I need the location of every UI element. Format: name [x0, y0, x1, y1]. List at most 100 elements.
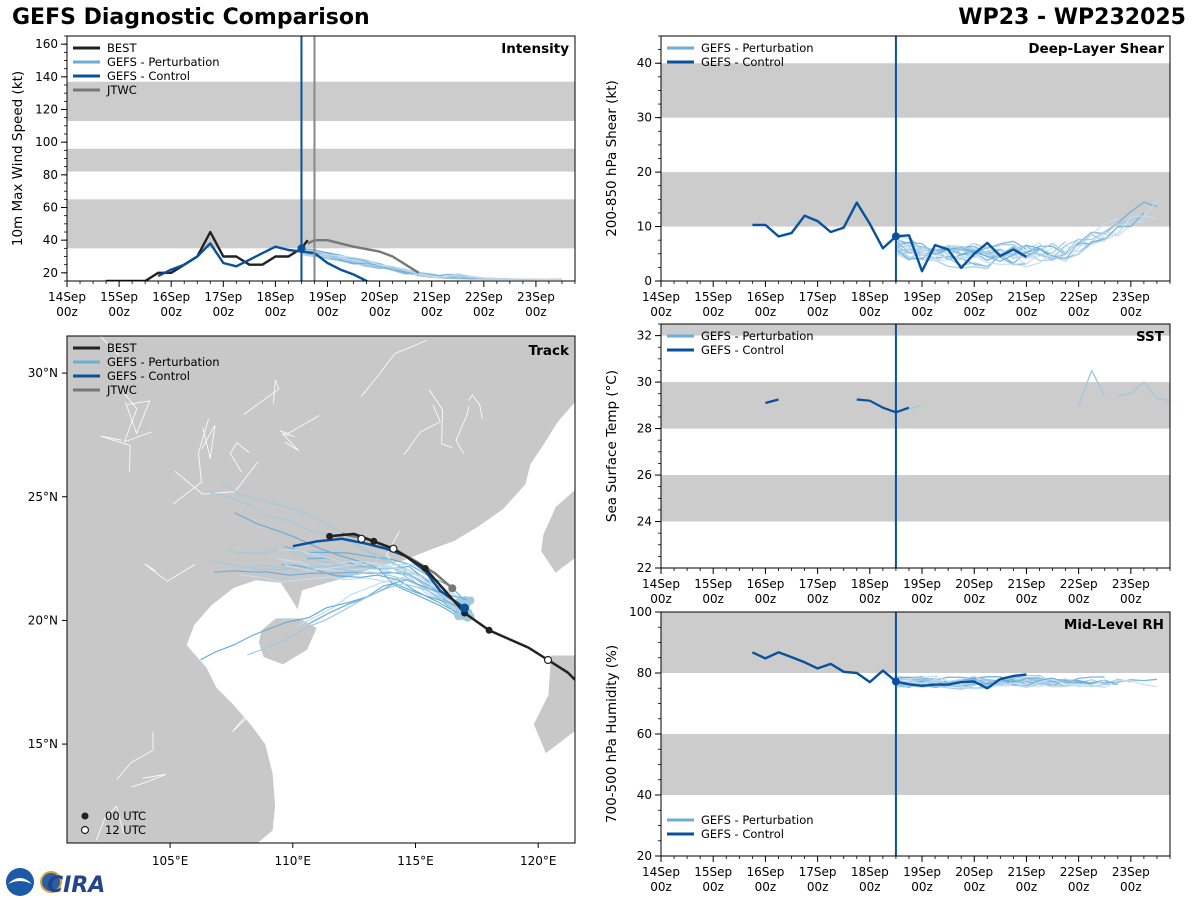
track-best-00utc-marker	[326, 532, 334, 540]
intensity-x-tick-sublabel: 00z	[108, 305, 130, 319]
intensity-x-tick-sublabel: 00z	[525, 305, 547, 319]
mainland-landmass	[67, 336, 575, 843]
admin-boundary	[232, 704, 261, 733]
admin-boundary	[123, 392, 153, 443]
shear-band-1	[661, 63, 1170, 118]
admin-boundary	[229, 442, 250, 473]
admin-boundary	[174, 462, 258, 495]
admin-boundary	[314, 726, 360, 765]
track-best-12utc-marker	[543, 655, 553, 665]
admin-boundary	[455, 406, 470, 454]
intensity-panel: 20 40 60 80 100 120 140 160 10m Max Wind Speed (…	[10, 35, 576, 319]
sst-panel-title: SST	[1136, 329, 1165, 345]
rh-perturbation-line	[895, 678, 1105, 690]
intensity-x-tick-label: 18Sep	[256, 290, 294, 304]
admin-boundary	[201, 425, 216, 459]
sst-x-tick-sublabel: 00z	[963, 592, 985, 606]
shear-y-tick-label: 10	[637, 220, 652, 234]
admin-boundary	[124, 400, 151, 435]
track-perturbation-line	[200, 582, 460, 661]
shear-x-tick-label: 16Sep	[746, 290, 784, 304]
rh-x-tick-label: 16Sep	[746, 865, 784, 879]
shear-x-tick-label: 18Sep	[851, 290, 889, 304]
rh-init-marker	[891, 677, 900, 686]
rh-legend-label: GEFS - Control	[701, 827, 784, 841]
intensity-x-tick-sublabel: 00z	[265, 305, 287, 319]
intensity-band-1	[67, 148, 575, 172]
shear-perturbation-line	[895, 214, 1145, 268]
track-control-init-marker	[460, 603, 470, 613]
sst-band-0	[661, 475, 1170, 522]
intensity-init-marker	[297, 244, 306, 253]
admin-boundary	[360, 340, 427, 397]
cira-logo-text: CIRA	[47, 873, 105, 898]
intensity-x-tick-label: 21Sep	[413, 290, 451, 304]
shear-x-tick-sublabel: 00z	[650, 305, 672, 319]
shear-x-tick-sublabel: 00z	[1016, 305, 1038, 319]
rh-x-tick-label: 17Sep	[799, 865, 837, 879]
rh-y-tick-label: 60	[637, 727, 652, 741]
logo-strip: CIRA	[6, 868, 105, 898]
track-y-tick-label: 15°N	[28, 737, 58, 751]
shear-perturbation-line	[895, 215, 1158, 268]
admin-boundary	[279, 415, 320, 438]
rh-x-tick-sublabel: 00z	[755, 880, 777, 894]
track-marker-legend-12utc	[80, 825, 90, 835]
track-perturbation-line	[247, 582, 462, 656]
intensity-x-tick-sublabel: 00z	[473, 305, 495, 319]
rh-x-tick-sublabel: 00z	[859, 880, 881, 894]
rh-x-tick-sublabel: 00z	[807, 880, 829, 894]
track-legend-label: GEFS - Control	[107, 369, 190, 383]
track-x-tick-label: 105°E	[152, 854, 189, 868]
rh-y-axis-label: 700-500 hPa Humidity (%)	[604, 645, 620, 823]
shear-x-tick-sublabel: 00z	[1120, 305, 1142, 319]
rh-y-tick-label: 20	[637, 849, 652, 863]
storm-id-title: WP23 - WP232025	[958, 5, 1186, 30]
sst-x-tick-sublabel: 00z	[807, 592, 829, 606]
intensity-x-tick-label: 17Sep	[204, 290, 242, 304]
sst-band-2	[661, 324, 1170, 336]
intensity-legend-label: BEST	[107, 41, 137, 55]
figure-title: GEFS Diagnostic Comparison	[12, 5, 370, 30]
intensity-x-tick-label: 16Sep	[152, 290, 190, 304]
intensity-legend-label: JTWC	[106, 83, 137, 97]
track-perturbation-line	[227, 548, 461, 607]
rh-x-tick-sublabel: 00z	[702, 880, 724, 894]
sst-x-tick-sublabel: 00z	[859, 592, 881, 606]
sst-plot-area	[765, 369, 1170, 414]
intensity-perturbation-line	[301, 250, 549, 280]
intensity-x-tick-sublabel: 00z	[213, 305, 235, 319]
sst-x-tick-label: 15Sep	[694, 577, 732, 591]
sst-x-tick-label: 21Sep	[1007, 577, 1045, 591]
shear-y-tick-label: 30	[637, 111, 652, 125]
shear-series-gefs-control	[752, 201, 1028, 273]
rh-legend-label: GEFS - Perturbation	[701, 813, 814, 827]
admin-boundary	[131, 773, 167, 788]
noaa-logo-icon	[6, 868, 34, 896]
sst-x-tick-label: 23Sep	[1112, 577, 1150, 591]
sst-legend-label: GEFS - Perturbation	[701, 329, 814, 343]
rh-band-0	[661, 734, 1170, 795]
shear-perturbation-line	[895, 246, 1001, 270]
track-best-00utc-marker	[421, 564, 429, 572]
rh-panel: 20 40 60 80 100 700-500 hPa Humidity (%) 14Sep…	[604, 605, 1171, 894]
shear-x-tick-label: 23Sep	[1112, 290, 1150, 304]
intensity-x-tick-sublabel: 00z	[421, 305, 443, 319]
admin-boundary	[403, 404, 441, 456]
track-x-tick-label: 115°E	[397, 854, 434, 868]
shear-legend-label: GEFS - Control	[701, 55, 784, 69]
rh-x-tick-sublabel: 00z	[1068, 880, 1090, 894]
track-jtwc-marker	[448, 584, 457, 593]
sst-series-gefs-perturbation-seg-3	[1117, 381, 1170, 402]
shear-x-tick-label: 15Sep	[694, 290, 732, 304]
sst-x-tick-label: 18Sep	[851, 577, 889, 591]
rh-x-tick-sublabel: 00z	[650, 880, 672, 894]
shear-x-tick-sublabel: 00z	[755, 305, 777, 319]
intensity-y-tick-label: 20	[43, 266, 58, 280]
shear-x-tick-sublabel: 00z	[963, 305, 985, 319]
track-legend-label: JTWC	[106, 383, 137, 397]
track-x-tick-label: 110°E	[275, 854, 312, 868]
taiwan-island	[540, 488, 575, 575]
intensity-x-tick-label: 20Sep	[361, 290, 399, 304]
rh-x-tick-label: 18Sep	[851, 865, 889, 879]
